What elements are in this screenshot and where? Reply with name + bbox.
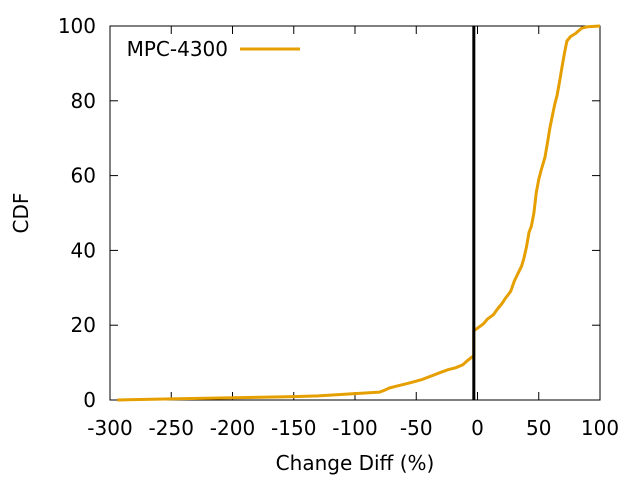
x-axis-ticks: -300 -250 -200 -150 -100 -50 0 50 100 <box>87 26 619 440</box>
x-tick-label: -100 <box>332 416 377 440</box>
y-axis-label: CDF <box>9 193 33 234</box>
y-axis-ticks: 0 20 40 60 80 100 <box>58 14 600 412</box>
y-tick-label: 0 <box>83 388 96 412</box>
series-line-mpc-4300 <box>117 24 601 402</box>
y-tick-label: 40 <box>71 238 96 262</box>
x-tick-label: -200 <box>210 416 255 440</box>
x-axis-label: Change Diff (%) <box>276 451 435 475</box>
legend-label: MPC-4300 <box>127 37 228 61</box>
x-tick-label: -300 <box>87 416 132 440</box>
x-tick-label: 100 <box>581 416 619 440</box>
x-tick-label: -250 <box>149 416 194 440</box>
y-tick-label: 100 <box>58 14 96 38</box>
x-tick-label: 0 <box>471 416 484 440</box>
x-tick-label: 50 <box>526 416 551 440</box>
y-tick-label: 20 <box>71 313 96 337</box>
plot-frame <box>109 25 601 401</box>
x-tick-label: -150 <box>271 416 316 440</box>
y-tick-label: 60 <box>71 164 96 188</box>
legend: MPC-4300 <box>127 37 300 61</box>
x-tick-label: -50 <box>400 416 433 440</box>
series-layer <box>117 24 601 402</box>
y-tick-label: 80 <box>71 89 96 113</box>
